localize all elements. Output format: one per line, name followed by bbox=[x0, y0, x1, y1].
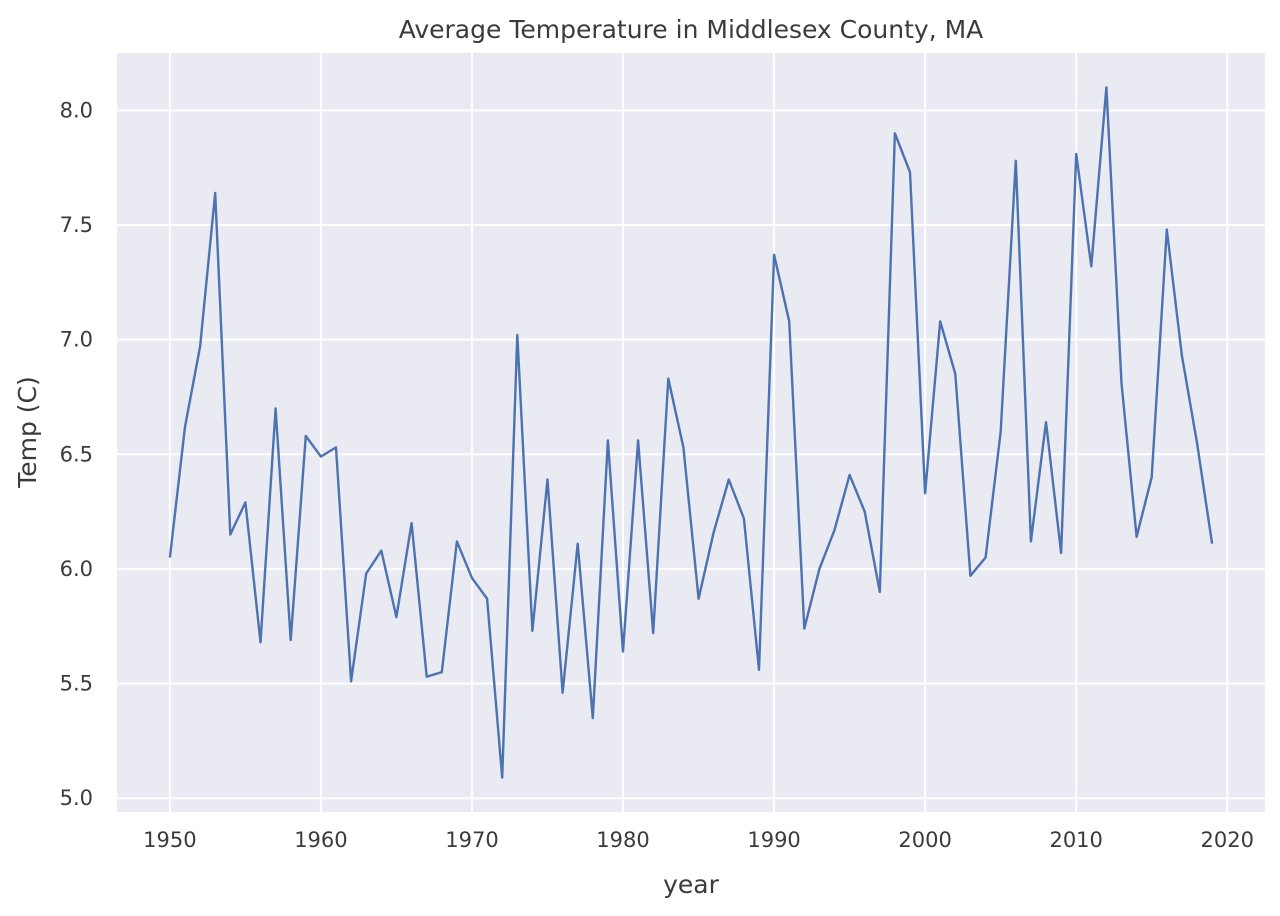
x-tick-label: 1990 bbox=[747, 828, 800, 852]
chart-title: Average Temperature in Middlesex County,… bbox=[399, 15, 984, 44]
series-line bbox=[168, 86, 1214, 779]
y-tick-label: 6.0 bbox=[60, 557, 93, 581]
y-tick-label: 7.0 bbox=[60, 328, 93, 352]
plot-background bbox=[117, 53, 1265, 812]
x-axis-label: year bbox=[663, 870, 719, 899]
y-tick-label: 8.0 bbox=[60, 98, 93, 122]
y-tick-label: 5.0 bbox=[60, 786, 93, 810]
y-tick-label: 6.5 bbox=[60, 442, 93, 466]
y-axis-label: Temp (C) bbox=[13, 376, 42, 489]
x-tick-label: 1950 bbox=[143, 828, 196, 852]
y-tick-label: 5.5 bbox=[60, 672, 93, 696]
tick-labels: 1950 1960 1970 1980 1990 2000 2010 2020 5.0 5.5 6.… bbox=[60, 98, 1254, 852]
x-tick-label: 2000 bbox=[898, 828, 951, 852]
series bbox=[168, 86, 1214, 779]
y-tick-label: 7.5 bbox=[60, 213, 93, 237]
x-tick-label: 2020 bbox=[1201, 828, 1254, 852]
x-tick-label: 1960 bbox=[294, 828, 347, 852]
x-tick-label: 1970 bbox=[445, 828, 498, 852]
x-tick-label: 1980 bbox=[596, 828, 649, 852]
x-tick-label: 2010 bbox=[1049, 828, 1102, 852]
